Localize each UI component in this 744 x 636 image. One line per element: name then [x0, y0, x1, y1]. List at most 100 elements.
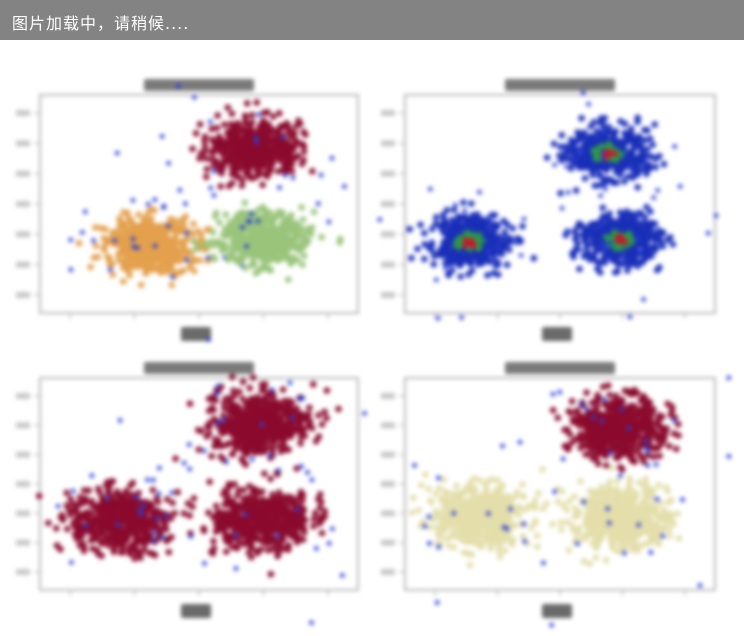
data-point [650, 233, 657, 241]
data-point [318, 421, 326, 428]
noise-point [559, 205, 565, 211]
data-point [122, 530, 129, 538]
noise-point [259, 421, 265, 427]
data-point [649, 141, 657, 149]
data-point [613, 141, 621, 149]
data-point [96, 489, 104, 496]
data-point [408, 254, 415, 262]
data-point [432, 220, 440, 228]
data-point [614, 260, 622, 268]
data-point [284, 140, 291, 147]
data-point [531, 504, 539, 512]
data-point [218, 429, 225, 437]
data-point [202, 173, 210, 181]
noise-point [223, 459, 229, 465]
noise-point [486, 214, 492, 220]
data-point [580, 150, 588, 158]
noise-point [362, 410, 368, 416]
data-point [463, 250, 471, 258]
data-point [162, 526, 170, 533]
data-point [187, 259, 195, 267]
noise-point [512, 240, 518, 246]
data-point [211, 212, 219, 220]
data-point [208, 125, 216, 133]
noise-point [163, 513, 169, 519]
data-point [584, 144, 592, 152]
data-point [251, 449, 258, 457]
data-point [247, 174, 254, 182]
noise-point [571, 156, 577, 162]
data-point [258, 518, 265, 526]
data-point [307, 230, 315, 238]
data-point [600, 121, 607, 129]
noise-point [205, 337, 212, 343]
noise-point [287, 380, 293, 386]
noise-point [201, 560, 208, 567]
noise-point [518, 252, 524, 258]
data-point [247, 247, 255, 254]
noise-point [521, 216, 527, 222]
data-point [417, 221, 424, 229]
data-point [218, 442, 226, 450]
data-point [277, 448, 285, 455]
data-point [306, 404, 313, 412]
noise-point [329, 526, 335, 532]
data-point [214, 112, 222, 119]
noise-point [133, 494, 140, 500]
data-point [494, 476, 502, 484]
noise-point [599, 242, 606, 248]
data-point [432, 213, 440, 221]
data-point [533, 532, 541, 539]
data-point [104, 478, 111, 486]
data-point [196, 120, 204, 128]
data-point [580, 129, 588, 137]
data-point [630, 136, 637, 143]
data-point [101, 246, 108, 254]
data-point [115, 256, 123, 264]
data-point [450, 544, 458, 551]
data-point [285, 401, 293, 409]
noise-point [156, 491, 162, 497]
data-point [652, 163, 659, 171]
noise-point [239, 224, 246, 230]
data-point [270, 437, 277, 445]
data-point [628, 213, 636, 221]
data-point [205, 423, 213, 431]
data-point [168, 281, 176, 289]
data-point [144, 230, 151, 238]
data-point [305, 422, 312, 430]
noise-point [602, 186, 609, 192]
data-point [222, 246, 230, 253]
data-point [270, 126, 277, 134]
y-tick-label [16, 261, 30, 268]
data-point [315, 411, 322, 419]
data-point [261, 256, 268, 264]
data-point [119, 231, 127, 238]
data-point [102, 499, 110, 507]
data-point [171, 509, 179, 517]
data-point [252, 162, 260, 169]
data-point [182, 248, 190, 255]
data-point [274, 399, 282, 407]
noise-point [276, 184, 283, 191]
data-point [627, 237, 635, 244]
data-point [267, 225, 275, 233]
data-point [202, 155, 209, 162]
data-point [189, 145, 196, 153]
data-point [453, 229, 461, 236]
data-point [624, 137, 632, 145]
y-tick-label [381, 510, 395, 517]
data-point [409, 494, 417, 502]
noise-point [211, 192, 217, 198]
noise-point [248, 211, 254, 217]
data-point [586, 133, 594, 141]
noise-point [677, 183, 683, 189]
noise-point [117, 417, 123, 423]
data-point [245, 412, 253, 420]
data-point [261, 119, 269, 127]
data-point [234, 427, 242, 435]
data-point [280, 158, 288, 165]
data-point [417, 481, 425, 489]
data-point [89, 502, 96, 510]
data-point [428, 247, 436, 254]
